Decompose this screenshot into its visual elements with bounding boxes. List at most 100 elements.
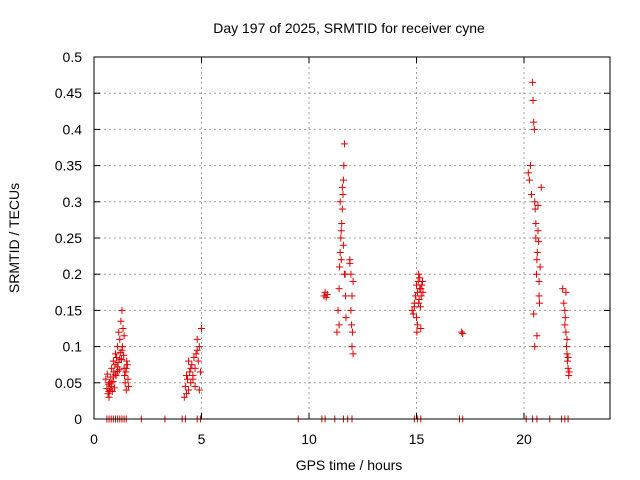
- data-point: [323, 290, 331, 298]
- data-point: [414, 321, 422, 329]
- data-point: [336, 248, 344, 256]
- data-points: [102, 78, 573, 423]
- data-point: [419, 277, 427, 285]
- data-point: [563, 350, 571, 358]
- data-point: [193, 346, 201, 354]
- y-tick-label: 0.05: [55, 375, 82, 391]
- data-point: [349, 350, 357, 358]
- data-point: [409, 310, 417, 318]
- data-point: [335, 321, 343, 329]
- y-tick-labels: 0 0.05 0.1 0.15 0.2 0.25 0.3 0.35 0.4 0.45 0.5: [55, 49, 82, 427]
- data-point: [559, 285, 567, 293]
- data-point: [187, 364, 195, 372]
- data-point: [534, 227, 542, 235]
- data-point: [120, 332, 128, 340]
- data-point: [532, 234, 540, 242]
- data-point: [342, 292, 350, 300]
- data-point: [119, 325, 127, 332]
- data-point: [116, 355, 124, 363]
- data-point: [182, 372, 190, 380]
- data-point: [524, 169, 532, 177]
- y-tick-label: 0.45: [55, 85, 82, 101]
- data-point: [537, 183, 545, 191]
- data-point: [417, 285, 425, 293]
- data-point: [121, 379, 129, 387]
- data-point: [532, 220, 540, 228]
- data-point: [419, 288, 427, 296]
- y-tick-label: 0.5: [63, 49, 83, 65]
- data-point: [340, 140, 348, 148]
- data-point: [530, 310, 538, 318]
- data-point: [561, 314, 569, 322]
- data-point: [535, 277, 543, 285]
- data-point: [336, 198, 344, 206]
- grid-lines: [94, 57, 610, 419]
- x-tick-label: 20: [516, 431, 532, 447]
- data-point: [562, 328, 570, 336]
- data-point: [340, 270, 348, 278]
- data-point: [187, 379, 195, 387]
- y-tick-label: 0: [74, 411, 82, 427]
- data-point: [342, 314, 350, 322]
- data-point: [535, 292, 543, 300]
- data-point: [122, 386, 130, 394]
- data-point: [107, 379, 115, 387]
- y-tick-label: 0.4: [63, 121, 83, 137]
- data-point: [339, 241, 347, 249]
- data-point: [347, 270, 355, 278]
- data-point: [413, 328, 421, 336]
- data-point: [113, 353, 121, 361]
- data-point: [532, 270, 540, 278]
- data-point: [335, 285, 343, 293]
- data-point: [194, 357, 202, 365]
- data-point: [563, 343, 571, 351]
- y-tick-label: 0.25: [55, 230, 82, 246]
- y-tick-label: 0.2: [63, 266, 83, 282]
- axis-ticks: [93, 56, 610, 420]
- data-point: [336, 263, 344, 271]
- data-point: [533, 248, 541, 256]
- y-tick-label: 0.15: [55, 302, 82, 318]
- data-point: [459, 330, 467, 338]
- data-point: [458, 328, 466, 336]
- data-point: [417, 292, 425, 300]
- data-point: [121, 372, 129, 380]
- data-point: [338, 183, 346, 191]
- data-point: [561, 306, 569, 314]
- data-point: [195, 386, 203, 394]
- data-point: [338, 205, 346, 213]
- data-point: [536, 263, 544, 271]
- data-point: [339, 176, 347, 184]
- data-point: [185, 357, 193, 365]
- data-point: [340, 162, 348, 170]
- data-point: [110, 384, 118, 392]
- data-point: [348, 343, 356, 351]
- data-point: [530, 118, 538, 126]
- data-point: [530, 125, 538, 133]
- data-point: [196, 368, 204, 376]
- data-point: [533, 256, 541, 264]
- x-tick-label: 5: [198, 431, 206, 447]
- data-point: [190, 353, 198, 361]
- data-point: [535, 299, 543, 307]
- data-point: [339, 191, 347, 199]
- data-point: [534, 201, 542, 209]
- data-point: [560, 299, 568, 307]
- data-point: [188, 361, 196, 369]
- data-point: [410, 303, 418, 311]
- data-point: [349, 277, 357, 285]
- data-point: [185, 386, 193, 394]
- data-point: [564, 364, 572, 372]
- y-tick-label: 0.1: [63, 339, 83, 355]
- data-point: [191, 382, 199, 390]
- data-point: [348, 328, 356, 336]
- data-point: [531, 205, 539, 213]
- data-point: [348, 292, 356, 300]
- data-point: [116, 335, 124, 343]
- data-point: [408, 306, 416, 314]
- data-point: [103, 370, 111, 378]
- data-point: [528, 191, 536, 199]
- data-point: [533, 332, 541, 340]
- data-point: [525, 176, 533, 184]
